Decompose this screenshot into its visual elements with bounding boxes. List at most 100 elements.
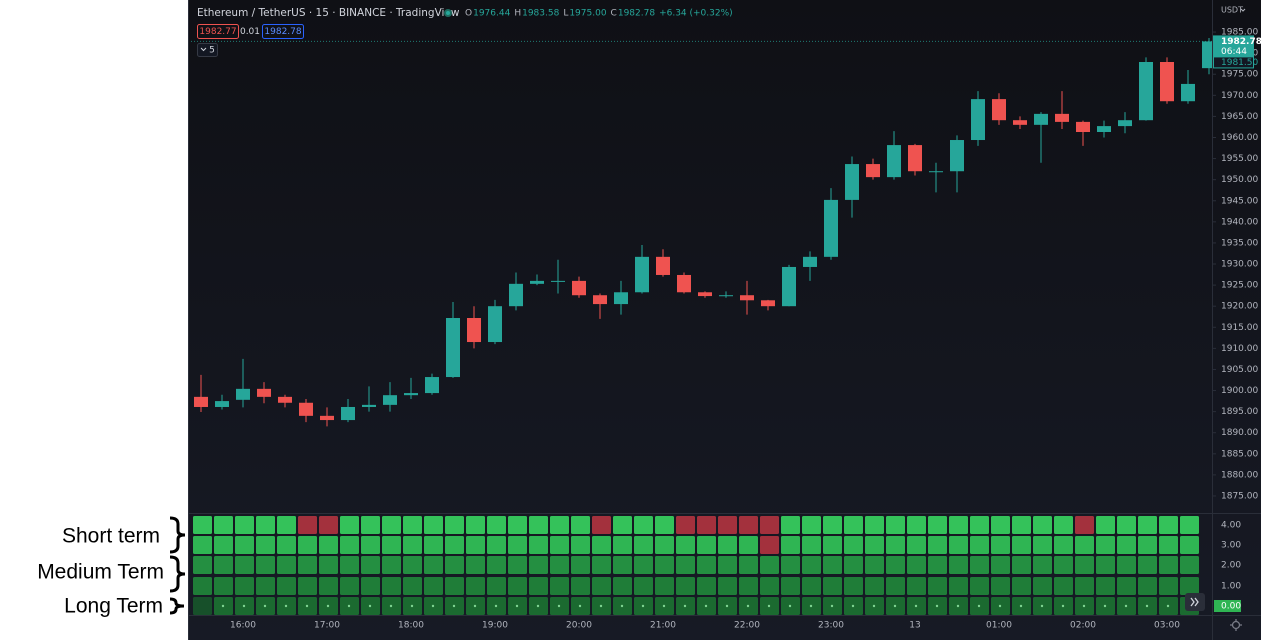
candle-body [761,300,775,307]
heat-cell [718,536,737,554]
indicators-toggle[interactable] [197,43,218,57]
heat-cell [1159,577,1178,595]
y-tick-label: 1875.00 [1221,491,1258,501]
heat-cell [340,556,359,574]
y-tick-label: 1900.00 [1221,386,1258,396]
heat-cell [949,516,968,534]
cell-dot [998,604,1002,608]
candle-body [341,406,355,421]
heat-cell [781,577,800,595]
y-tick-label: 1970.00 [1221,91,1258,101]
heat-cell [382,577,401,595]
cell-dot [599,604,603,608]
candle-body [971,99,985,141]
candle-body [1139,61,1153,121]
candle-body [992,99,1006,121]
heat-cell [802,516,821,534]
candle-body [824,199,838,257]
heat-cell [844,536,863,554]
heat-cell [361,516,380,534]
heat-cell [634,577,653,595]
cell-dot [389,604,393,608]
heat-cell [739,516,758,534]
scroll-right-button[interactable] [1185,593,1205,611]
heat-cell [319,577,338,595]
currency-label[interactable]: USDT [1221,6,1243,15]
cell-dot [284,604,288,608]
cell-dot [473,604,477,608]
x-tick-label: 17:00 [314,621,340,631]
heat-cell [277,577,296,595]
heat-cell [613,516,632,534]
heat-cell [1096,536,1115,554]
heat-cell [676,556,695,574]
x-tick-label: 03:00 [1154,621,1180,631]
heat-cell [655,577,674,595]
cell-dot [326,604,330,608]
candle-body [236,388,250,400]
heat-cell [487,536,506,554]
heat-cell [718,516,737,534]
value-badge [1214,600,1241,612]
x-tick-label: 13 [909,621,920,631]
heat-cell [403,516,422,534]
heat-cell [823,536,842,554]
heat-cell [1117,577,1136,595]
annotation: Long Term [64,595,163,618]
cell-dot [1019,604,1023,608]
heat-cell [907,577,926,595]
heat-cell [928,516,947,534]
heat-cell [361,556,380,574]
heat-cell [277,556,296,574]
heat-cell [424,516,443,534]
heat-cell [844,556,863,574]
x-tick-label: 23:00 [818,621,844,631]
cell-dot [1103,604,1107,608]
heat-cell [928,556,947,574]
heat-cell [1159,516,1178,534]
cell-dot [578,604,582,608]
heat-cell [1138,556,1157,574]
heat-cell [907,536,926,554]
heat-cell [361,536,380,554]
heat-cell [928,577,947,595]
heat-cell [781,516,800,534]
y-tick-label: 1955.00 [1221,154,1258,164]
heat-cell [865,577,884,595]
heat-cell [844,577,863,595]
cell-dot [977,604,981,608]
cell-dot [830,604,834,608]
indicator-panel: 4.00 3.00 2.00 1.00 0.00 [193,516,1241,615]
y-tick-label: 1895.00 [1221,407,1258,417]
heat-cell [445,536,464,554]
y-tick-label: 1905.00 [1221,365,1258,375]
heat-cell [802,577,821,595]
heat-cell [571,556,590,574]
ask-price: 1982.78 [264,27,301,37]
candle-body [1118,120,1132,127]
heat-cell [1096,556,1115,574]
x-tick-label: 21:00 [650,621,676,631]
ask-box [262,24,304,39]
heat-cell [361,577,380,595]
candle-body [1034,113,1048,125]
heat-cell [928,536,947,554]
spread: 0.01 [240,27,260,37]
cell-dot [452,604,456,608]
annotation: Short term [62,525,160,548]
y-tick-label: 1890.00 [1221,428,1258,438]
settings-icon[interactable] [1231,620,1241,630]
heat-cell [382,516,401,534]
x-tick-label: 20:00 [566,621,592,631]
cell-dot [1082,604,1086,608]
heat-cell [970,536,989,554]
heat-cell [382,536,401,554]
ohlc-key: H [514,9,521,19]
heat-cell [886,556,905,574]
candle-body [887,145,901,178]
heat-cell [256,556,275,574]
y-tick-label: 1985.00 [1221,28,1258,38]
heat-cell [1012,577,1031,595]
heat-cell [1075,516,1094,534]
